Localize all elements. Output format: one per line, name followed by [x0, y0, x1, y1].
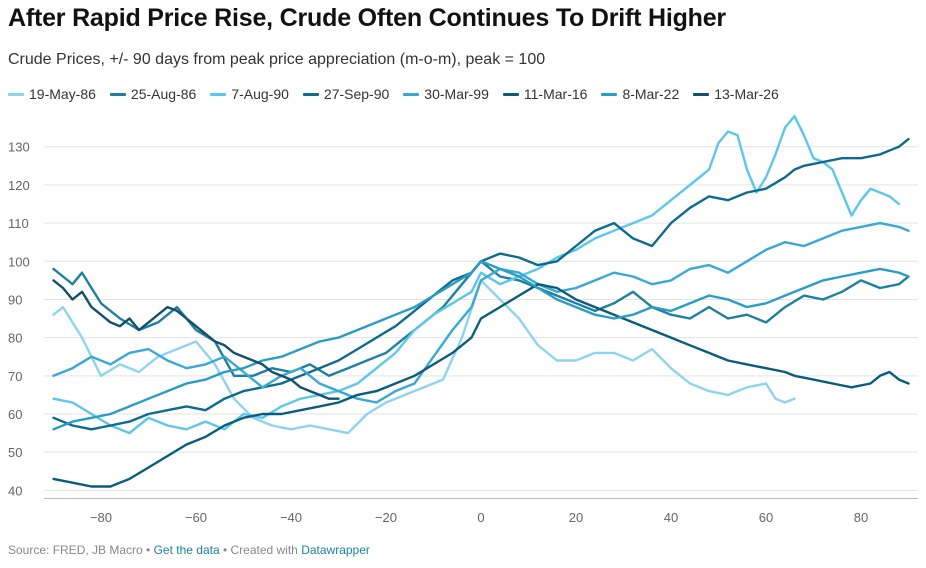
legend-label: 8-Mar-22 [622, 86, 680, 102]
legend-label: 19-May-86 [29, 86, 96, 102]
chart-legend: 19-May-86 25-Aug-86 7-Aug-90 27-Sep-90 30-Ma… [8, 86, 779, 102]
y-tick-label: 40 [8, 483, 22, 498]
x-tick-label: 40 [664, 510, 678, 525]
y-tick-label: 70 [8, 369, 22, 384]
x-tick-label: 20 [569, 510, 583, 525]
y-tick-label: 120 [8, 178, 30, 193]
chart-footer: Source: FRED, JB Macro • Get the data • … [8, 543, 370, 557]
legend-item: 19-May-86 [8, 86, 96, 102]
chart-subtitle: Crude Prices, +/- 90 days from peak pric… [8, 51, 546, 68]
legend-label: 13-Mar-26 [714, 86, 779, 102]
source-note: Source: FRED, JB Macro [8, 543, 143, 557]
line-chart: 40 50 60 70 80 90 100 110 120 130 −80 −60 −40 −20 0 20 4… [8, 115, 918, 525]
series-line-7 [52, 260, 910, 431]
series-line-8 [52, 279, 340, 400]
series-line-4 [52, 137, 910, 431]
legend-item: 13-Mar-26 [693, 86, 779, 102]
legend-label: 27-Sep-90 [323, 86, 390, 102]
x-tick-label: 80 [854, 510, 868, 525]
get-data-link[interactable]: Get the data [153, 543, 220, 557]
x-tick-label: 0 [477, 510, 484, 525]
series-line-1 [52, 279, 796, 435]
legend-item: 27-Sep-90 [302, 86, 390, 102]
legend-item: 30-Mar-99 [403, 86, 489, 102]
footer-credit-text: • Created with [219, 543, 302, 557]
x-tick-label: −80 [90, 510, 112, 525]
series-line-5 [52, 221, 910, 404]
legend-swatch [109, 92, 126, 96]
legend-label: 11-Mar-16 [523, 86, 588, 102]
chart-title: After Rapid Price Rise, Crude Often Cont… [8, 4, 726, 32]
legend-swatch [210, 92, 227, 96]
x-tick-label: 60 [759, 510, 773, 525]
y-tick-label: 50 [8, 445, 22, 460]
legend-item: 7-Aug-90 [210, 86, 289, 102]
x-tick-label: −20 [375, 510, 397, 525]
y-tick-label: 90 [8, 292, 22, 307]
legend-swatch [403, 92, 420, 96]
datawrapper-link[interactable]: Datawrapper [301, 543, 370, 557]
y-tick-label: 60 [8, 407, 22, 422]
x-tick-label: −60 [185, 510, 207, 525]
series-line-6 [52, 283, 910, 488]
y-tick-label: 100 [8, 254, 30, 269]
y-tick-label: 80 [8, 331, 22, 346]
legend-swatch [8, 92, 24, 96]
x-tick-label: −40 [280, 510, 302, 525]
legend-item: 11-Mar-16 [502, 86, 588, 102]
y-tick-label: 130 [8, 140, 30, 155]
legend-swatch [601, 92, 618, 96]
legend-label: 30-Mar-99 [424, 86, 489, 102]
legend-swatch [502, 92, 519, 96]
legend-label: 7-Aug-90 [231, 86, 289, 102]
y-tick-label: 110 [8, 216, 29, 231]
legend-item: 8-Mar-22 [601, 86, 679, 102]
legend-swatch [302, 92, 319, 96]
footer-separator: • [142, 543, 154, 557]
legend-label: 25-Aug-86 [130, 86, 197, 102]
legend-item: 25-Aug-86 [109, 86, 197, 102]
legend-swatch [693, 92, 710, 96]
